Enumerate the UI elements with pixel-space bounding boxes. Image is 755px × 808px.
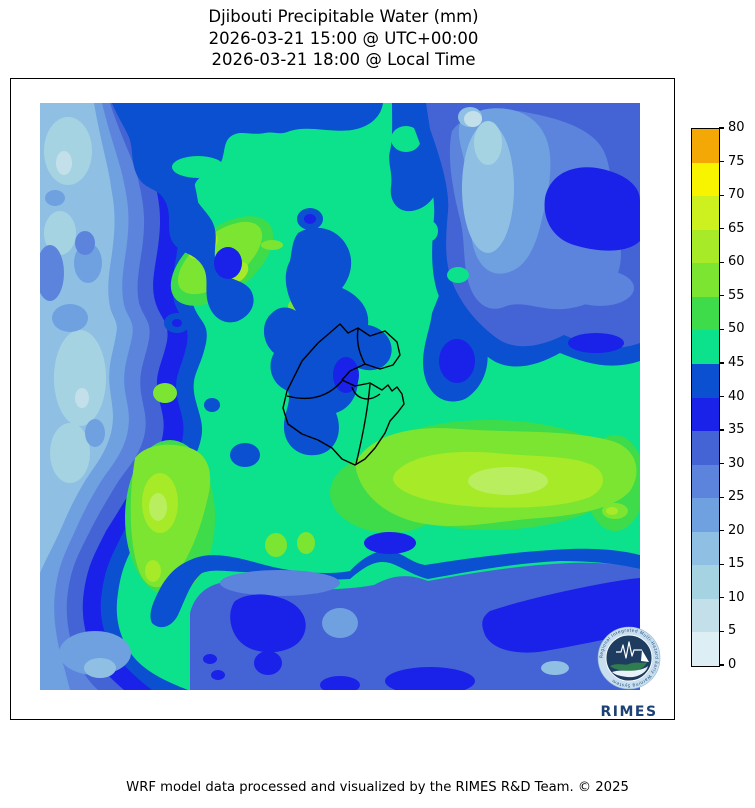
west-mottling-25 — [40, 231, 95, 301]
logo-wordmark: RIMES — [600, 704, 657, 720]
colorbar-ticklabel-15: 15 — [728, 556, 745, 572]
ne-green-pokes — [422, 221, 469, 283]
colorbar-ticklabel-30: 30 — [728, 455, 745, 471]
djibouti-borders — [282, 323, 405, 466]
colorbar — [691, 128, 720, 667]
colorbar-ticklabel-65: 65 — [728, 220, 745, 236]
colorbar-band-35-40 — [692, 397, 719, 432]
colorbar-bands — [692, 129, 719, 666]
colorbar-tickmark-50 — [719, 328, 724, 330]
colorbar-ticklabel-5: 5 — [728, 623, 737, 639]
colorbar-tickmark-10 — [719, 597, 724, 599]
west-palest-flecks — [56, 151, 89, 408]
rimes-logo: Regional Integrated Multi-Hazard Early W… — [597, 626, 661, 720]
south-pale-patch — [322, 608, 358, 638]
colorbar-band-40-45 — [692, 363, 719, 398]
colorbar-ticklabel-60: 60 — [728, 254, 745, 270]
logo-wave-foam-icon — [612, 666, 648, 678]
sw-wedge-bright — [149, 493, 167, 521]
title-line-utc: 2026-03-21 15:00 @ UTC+00:00 — [208, 28, 479, 48]
colorbar-ticklabel-50: 50 — [728, 321, 745, 337]
south-royal-patches — [203, 532, 640, 690]
colorbar-band-75-80 — [692, 129, 719, 163]
colorbar-band-0-5 — [692, 632, 719, 666]
colorbar-ticklabel-10: 10 — [728, 589, 745, 605]
colorbar-band-60-65 — [692, 229, 719, 264]
figure-title: Djibouti Precipitable Water (mm) 2026-03… — [10, 6, 677, 71]
colorbar-tickmark-70 — [719, 194, 724, 196]
colorbar-ticklabel-0: 0 — [728, 657, 737, 672]
south-light-streak — [220, 570, 340, 596]
djibouti-region-border-1 — [356, 328, 366, 365]
top-middle-lobe-notch — [391, 126, 421, 152]
small-royal-flecks — [172, 214, 316, 327]
colorbar-tickmark-25 — [719, 496, 724, 498]
right-edge-high-dot — [606, 507, 618, 515]
colorbar-band-5-10 — [692, 598, 719, 633]
djibouti-region-border-2 — [286, 380, 343, 400]
logo-seismograph-icon — [616, 641, 642, 659]
east-band-core — [468, 467, 548, 495]
colorbar-tickmark-65 — [719, 228, 724, 230]
colorbar-ticklabel-20: 20 — [728, 522, 745, 538]
colorbar-tickmark-55 — [719, 295, 724, 297]
title-line-variable: Djibouti Precipitable Water (mm) — [208, 7, 479, 26]
ne-pocket-fleck — [464, 111, 482, 127]
colorbar-band-25-30 — [692, 464, 719, 499]
colorbar-tickmark-15 — [719, 563, 724, 565]
ne-royal-mass — [439, 167, 640, 383]
colorbar-band-20-25 — [692, 498, 719, 532]
colorbar-ticklabel-55: 55 — [728, 287, 745, 303]
logo-sail-icon — [641, 650, 649, 662]
colorbar-ticklabel-25: 25 — [728, 489, 745, 505]
colorbar-tickmark-45 — [719, 362, 724, 364]
colorbar-ticklabel-80: 80 — [728, 120, 745, 135]
precipitable-water-map — [40, 103, 640, 690]
title-line-local: 2026-03-21 18:00 @ Local Time — [211, 50, 476, 69]
colorbar-band-15-20 — [692, 531, 719, 566]
colorbar-band-50-55 — [692, 296, 719, 331]
colorbar-ticks: 0 5 10 15 20 25 30 35 40 45 50 55 60 65 70 75 80 — [719, 120, 755, 672]
southwest-corner-pale-fleck — [84, 658, 116, 678]
colorbar-ticklabel-70: 70 — [728, 187, 745, 203]
top-cap-green-hole — [172, 156, 224, 178]
ne-pocket-lightest — [474, 121, 502, 165]
colorbar-band-70-75 — [692, 162, 719, 197]
djibouti-region-border-3 — [355, 383, 371, 465]
djibouti-region-border-4 — [351, 386, 381, 400]
djibouti-outer-border — [282, 323, 405, 466]
colorbar-tickmark-20 — [719, 530, 724, 532]
colorbar-band-30-35 — [692, 431, 719, 465]
west-pale-patches — [44, 117, 106, 483]
colorbar-ticklabel-35: 35 — [728, 422, 745, 438]
colorbar-tickmark-5 — [719, 630, 724, 633]
south-pale-fleck — [541, 661, 569, 675]
colorbar-tickmark-80 — [719, 127, 724, 129]
colorbar-tickmark-0 — [719, 664, 724, 666]
colorbar-ticklabel-75: 75 — [728, 153, 745, 169]
colorbar-ticklabel-40: 40 — [728, 388, 745, 404]
colorbar-tickmark-60 — [719, 261, 724, 263]
colorbar-ticklabel-45: 45 — [728, 354, 745, 370]
colorbar-tickmark-40 — [719, 395, 724, 398]
colorbar-tickmark-35 — [719, 429, 724, 431]
colorbar-band-55-60 — [692, 263, 719, 297]
south-dark-band — [150, 548, 640, 628]
colorbar-band-10-15 — [692, 565, 719, 599]
logo-wave-icon — [610, 662, 647, 672]
colorbar-tickmark-30 — [719, 463, 724, 465]
top-cap-royal-core — [214, 247, 242, 279]
colorbar-band-65-70 — [692, 196, 719, 230]
footer-credit: WRF model data processed and visualized … — [126, 780, 629, 795]
colorbar-tickmark-75 — [719, 160, 724, 163]
colorbar-band-45-50 — [692, 330, 719, 364]
top-cap-dark — [112, 103, 383, 323]
